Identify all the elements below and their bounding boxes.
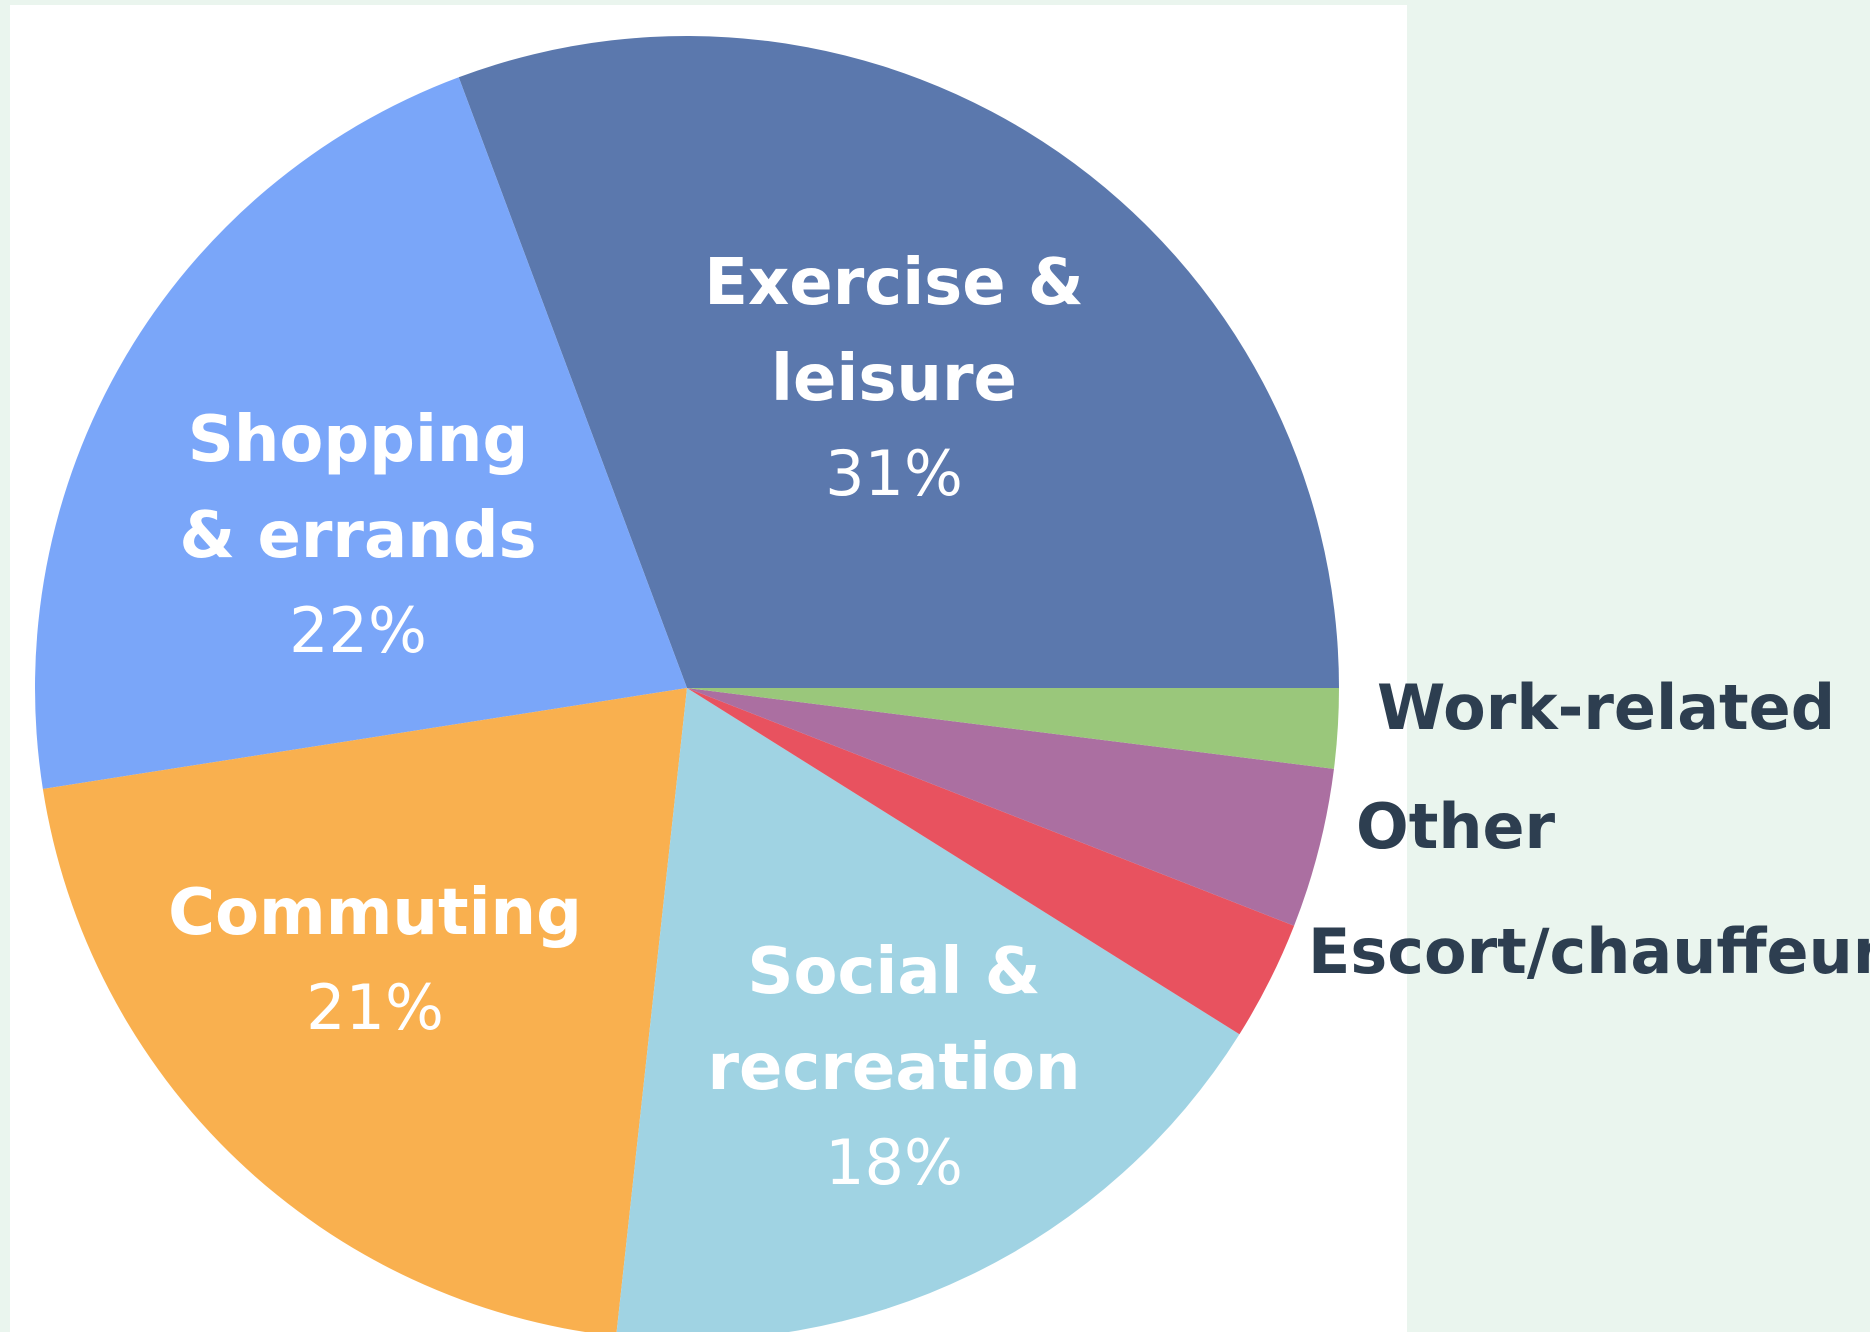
slice-value-label: 31% — [825, 437, 963, 510]
pie-slice — [42, 688, 687, 1332]
slice-label: Shopping & errands — [179, 403, 536, 573]
pie-slice — [616, 688, 1240, 1332]
slice-label: Exercise & leisure — [704, 246, 1083, 416]
pie-slice — [687, 688, 1339, 769]
slice-label: Work-related — [1377, 671, 1835, 744]
pie-slice — [687, 688, 1334, 926]
pie-slice — [458, 36, 1340, 689]
slice-label: Other — [1356, 790, 1556, 863]
slice-value-label: 18% — [825, 1126, 963, 1199]
slice-label: Commuting — [168, 876, 582, 950]
slice-label: Escort/chauffeur — [1308, 915, 1870, 988]
slice-value-label: 22% — [289, 594, 427, 667]
slice-value-label: 21% — [306, 971, 444, 1044]
pie-slice — [34, 77, 687, 789]
slice-label: Social & recreation — [707, 935, 1080, 1105]
pie-slice — [687, 688, 1295, 1035]
